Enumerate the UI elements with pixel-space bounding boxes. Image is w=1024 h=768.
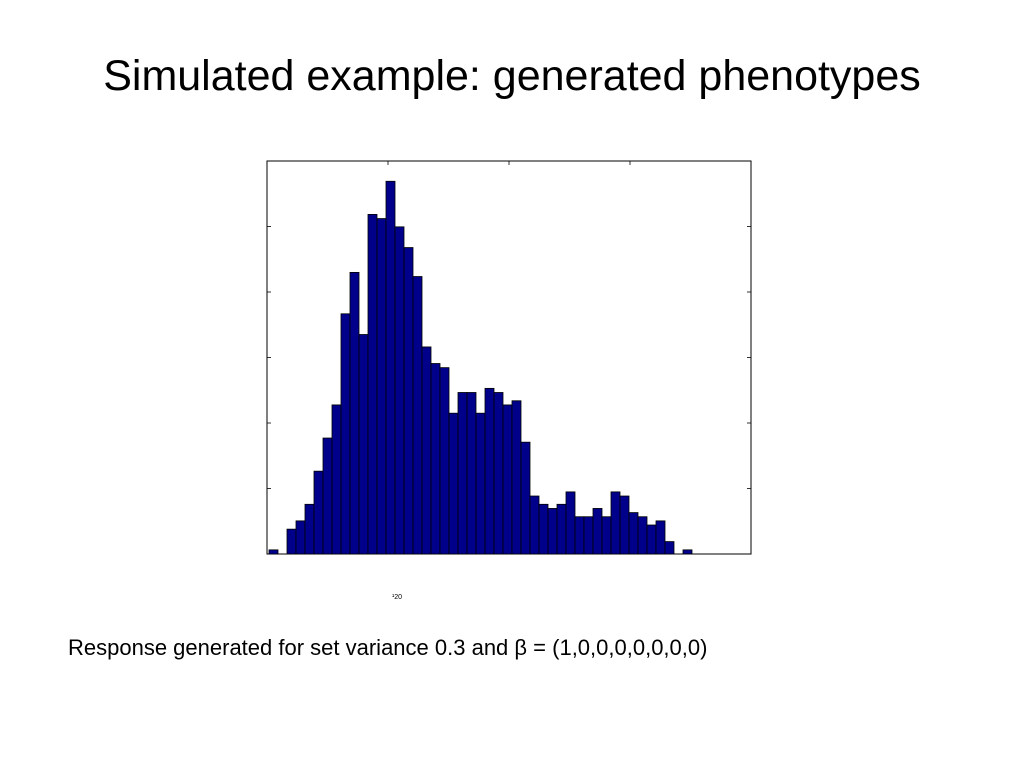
histogram-bar bbox=[448, 412, 459, 555]
histogram-bar bbox=[322, 437, 333, 555]
histogram-chart: ¹20 bbox=[266, 160, 752, 601]
histogram-bars bbox=[268, 180, 693, 555]
histogram-bar bbox=[637, 516, 648, 555]
histogram-bar bbox=[457, 392, 468, 555]
histogram-bar bbox=[574, 516, 585, 555]
histogram-bar bbox=[421, 346, 432, 555]
histogram-bar bbox=[394, 226, 405, 555]
x-tick-label: ¹20 bbox=[392, 594, 402, 601]
histogram-bar bbox=[511, 400, 522, 555]
histogram-bar bbox=[619, 495, 630, 555]
histogram-bar bbox=[520, 441, 531, 555]
histogram-bar bbox=[295, 520, 306, 555]
histogram-bar bbox=[376, 218, 387, 555]
histogram-bar bbox=[493, 392, 504, 555]
histogram-bar bbox=[583, 516, 594, 555]
histogram-bar bbox=[412, 276, 423, 555]
histogram-bar bbox=[565, 491, 576, 555]
histogram-bar bbox=[529, 495, 540, 555]
histogram-bar bbox=[646, 524, 657, 555]
histogram-bar bbox=[403, 247, 414, 555]
histogram-svg: ¹20 bbox=[266, 160, 752, 601]
histogram-bar bbox=[556, 503, 567, 555]
histogram-bar bbox=[385, 180, 396, 555]
histogram-bar bbox=[502, 404, 513, 555]
histogram-bar bbox=[331, 404, 342, 555]
slide-caption: Response generated for set variance 0.3 … bbox=[68, 635, 708, 660]
histogram-bar bbox=[601, 516, 612, 555]
histogram-bar bbox=[664, 541, 675, 555]
histogram-bar bbox=[538, 503, 549, 555]
histogram-bar bbox=[367, 214, 378, 555]
histogram-bar bbox=[430, 363, 441, 555]
histogram-bar bbox=[349, 271, 360, 555]
histogram-bar bbox=[475, 412, 486, 555]
histogram-bar bbox=[304, 503, 315, 555]
histogram-bar bbox=[268, 549, 279, 555]
histogram-bar bbox=[610, 491, 621, 555]
histogram-bar bbox=[682, 549, 693, 555]
histogram-bar bbox=[358, 334, 369, 555]
slide-title: Simulated example: generated phenotypes bbox=[103, 52, 921, 100]
histogram-bar bbox=[484, 387, 495, 555]
histogram-bar bbox=[439, 367, 450, 555]
histogram-bar bbox=[628, 512, 639, 555]
histogram-bar bbox=[313, 470, 324, 555]
histogram-bar bbox=[592, 508, 603, 555]
histogram-bar bbox=[286, 528, 297, 555]
histogram-bar bbox=[547, 508, 558, 555]
histogram-bar bbox=[466, 392, 477, 555]
histogram-bar bbox=[655, 520, 666, 555]
histogram-bar bbox=[340, 313, 351, 555]
